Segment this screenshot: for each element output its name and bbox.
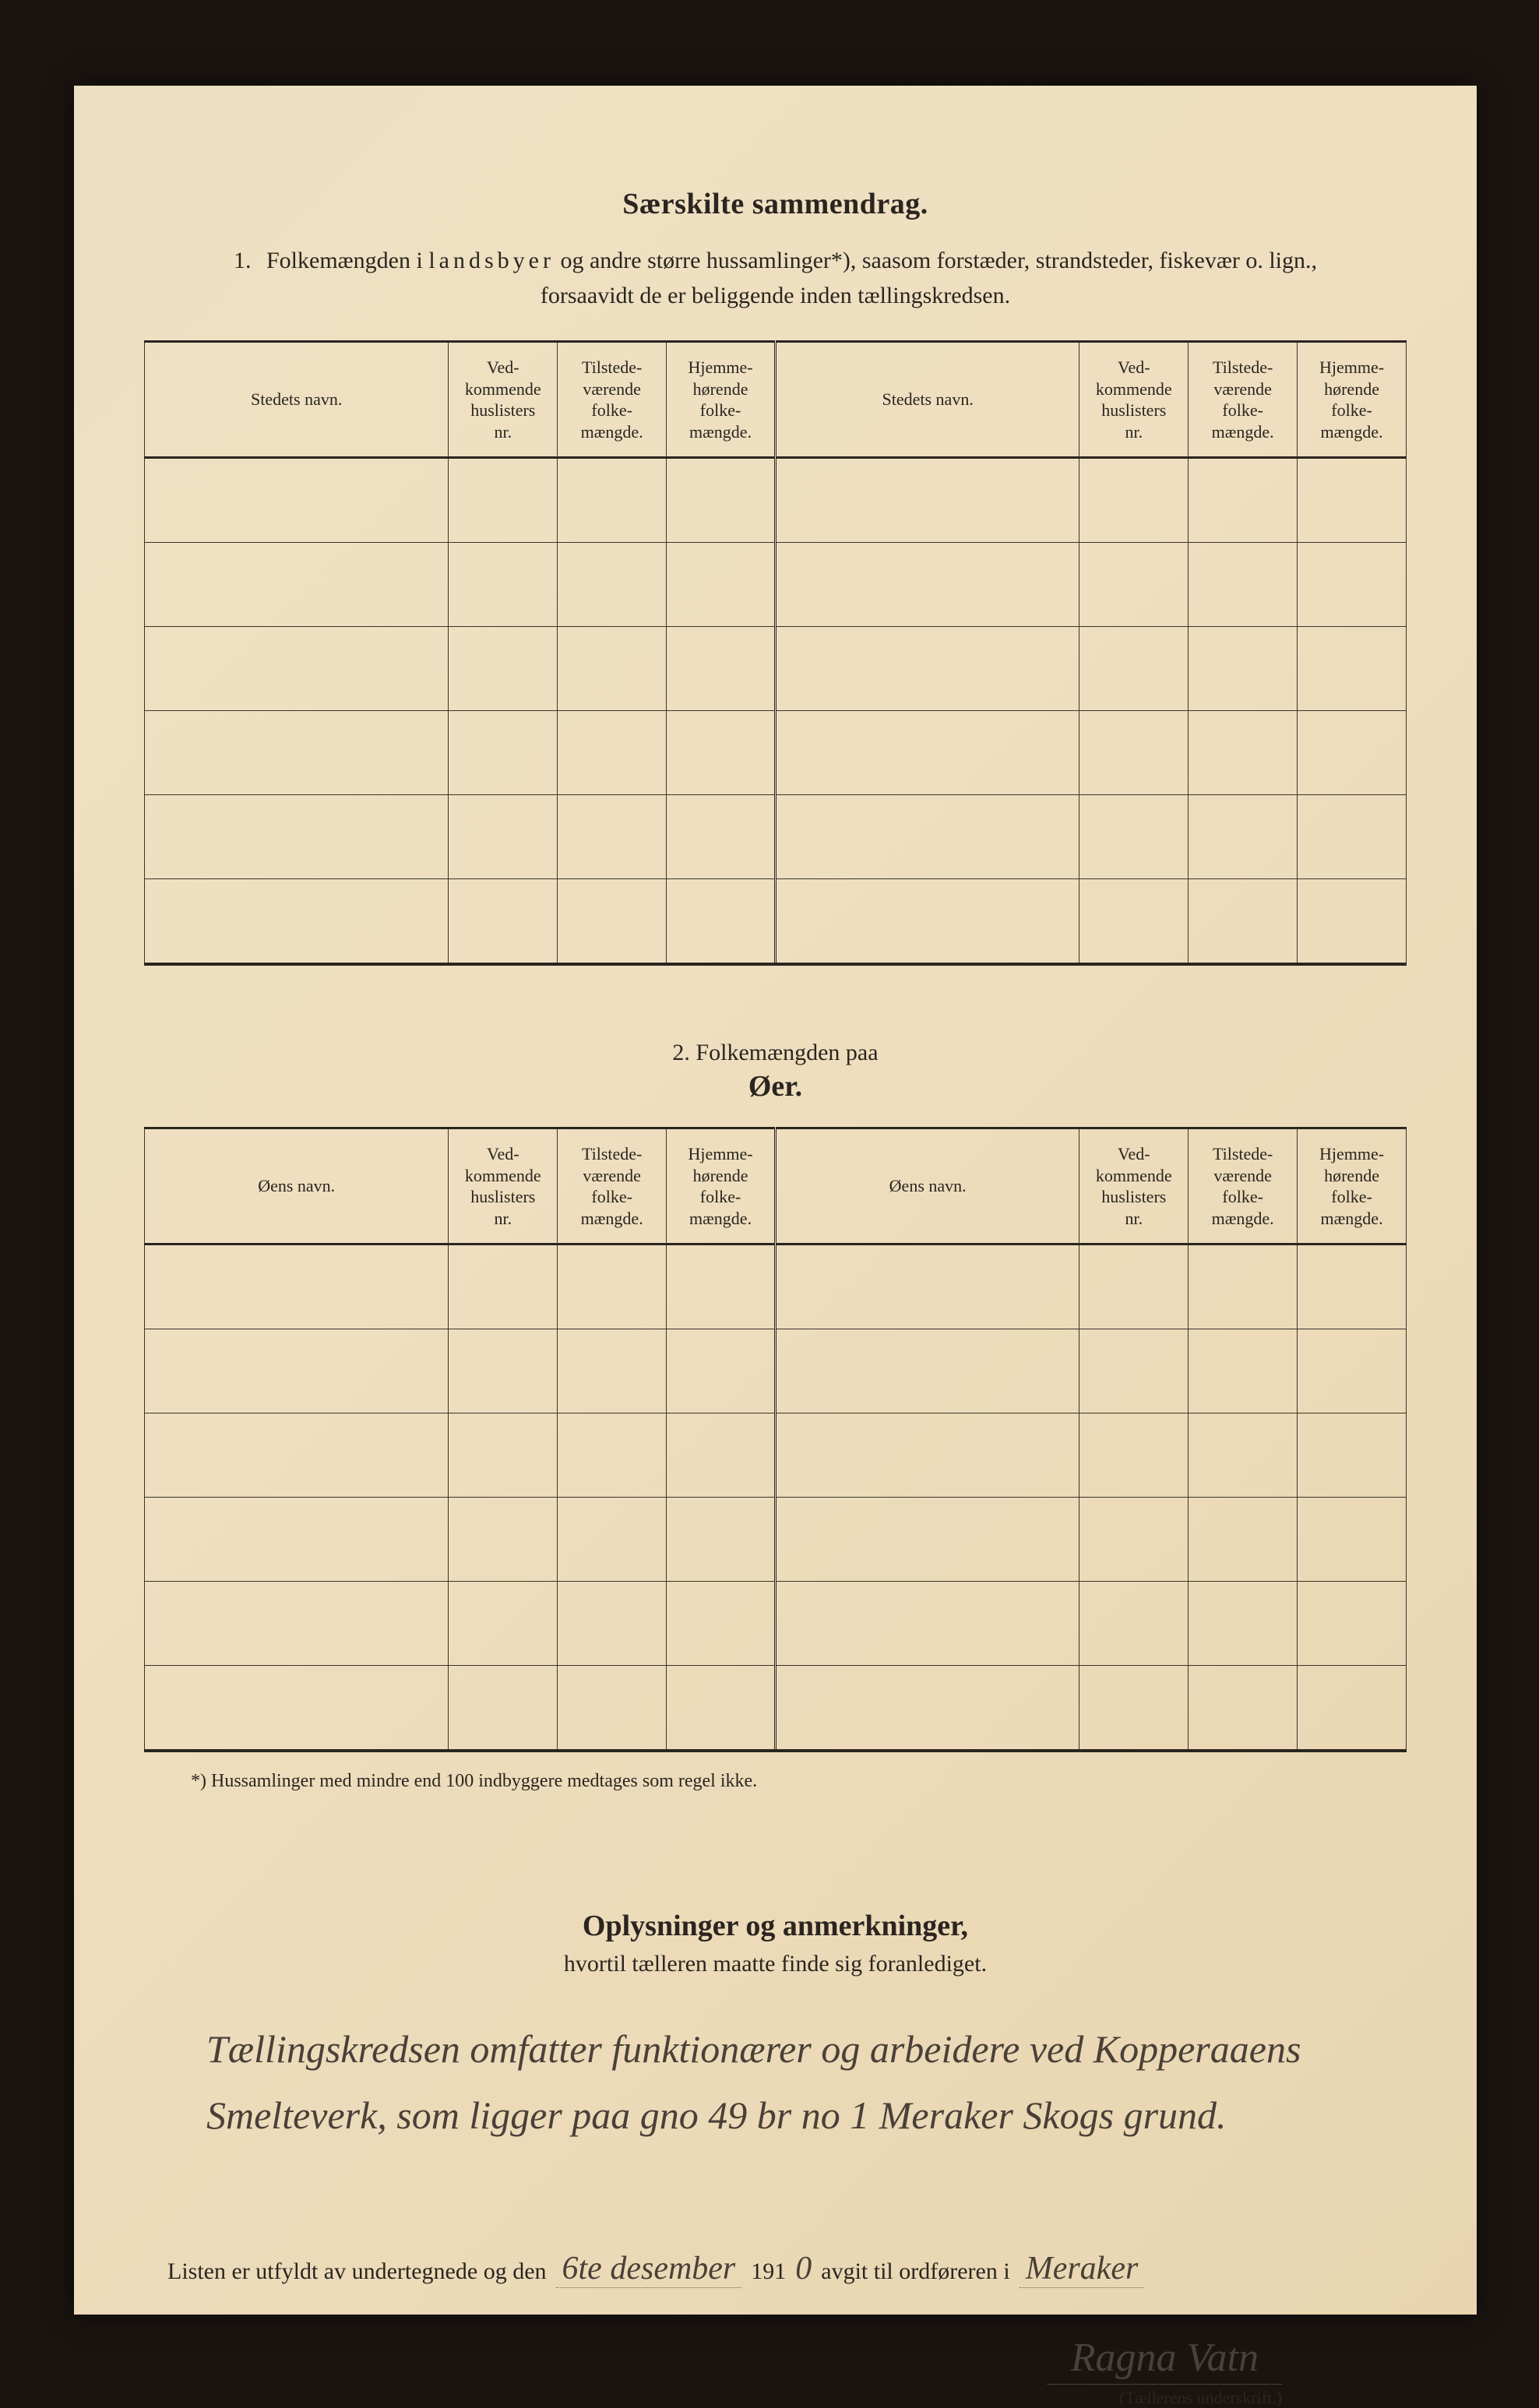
section1-text-c: og andre større hussamlinger*), saasom f…: [555, 248, 1317, 273]
th-oens-navn-l: Øens navn.: [145, 1128, 449, 1244]
sig-year-print: 191: [751, 2258, 786, 2285]
th-tilstede-l2: Tilstede- værende folke- mængde.: [558, 1128, 667, 1244]
table-row: [145, 795, 1407, 879]
section2-line1: 2. Folkemængden paa: [144, 1040, 1407, 1066]
section3-title: Oplysninger og anmerkninger,: [144, 1909, 1407, 1943]
table-row: [145, 711, 1407, 795]
th-stedets-navn-l: Stedets navn.: [145, 342, 449, 458]
section2-line2: Øer.: [144, 1069, 1407, 1104]
sig-pre1: Listen er utfyldt av undertegnede og den: [167, 2258, 547, 2285]
table-row: [145, 1498, 1407, 1582]
th-vedkommende-r2: Ved- kommende huslisters nr.: [1079, 1128, 1189, 1244]
sig-place: Meraker: [1020, 2250, 1145, 2288]
th-vedkommende-r: Ved- kommende huslisters nr.: [1079, 342, 1189, 458]
table-row: [145, 543, 1407, 627]
table2-body: [145, 1244, 1407, 1751]
table-row: [145, 458, 1407, 543]
table1-body: [145, 458, 1407, 965]
th-hjemme-r: Hjemme- hørende folke- mængde.: [1298, 342, 1407, 458]
signature-block: Ragna Vatn (Tællerens underskrift.): [144, 2335, 1407, 2408]
th-hjemme-l2: Hjemme- hørende folke- mængde.: [667, 1128, 776, 1244]
section3: Oplysninger og anmerkninger, hvortil tæl…: [144, 1909, 1407, 1977]
section1-line2: forsaavidt de er beliggende inden tællin…: [144, 283, 1407, 309]
section1-text-spaced: landsbyer: [428, 248, 555, 273]
th-stedets-navn-r: Stedets navn.: [775, 342, 1079, 458]
table-row: [145, 1244, 1407, 1329]
signature-line: Listen er utfyldt av undertegnede og den…: [144, 2250, 1407, 2288]
section1-text-a: Folkemængden i: [266, 248, 428, 273]
sig-year-hw: 0: [795, 2250, 812, 2287]
table-landsbyer: Stedets navn. Ved- kommende huslisters n…: [144, 340, 1407, 966]
section3-sub: hvortil tælleren maatte finde sig foranl…: [144, 1951, 1407, 1977]
table-row: [145, 1329, 1407, 1413]
table-oer: Øens navn. Ved- kommende huslisters nr. …: [144, 1127, 1407, 1752]
th-tilstede-r2: Tilstede- værende folke- mængde.: [1189, 1128, 1298, 1244]
main-title: Særskilte sammendrag.: [144, 187, 1407, 221]
photo-frame: Særskilte sammendrag. 1. Folkemængden i …: [0, 0, 1539, 2392]
th-tilstede-r: Tilstede- værende folke- mængde.: [1189, 342, 1298, 458]
table-row: [145, 879, 1407, 965]
signature-name: Ragna Vatn: [1048, 2335, 1282, 2385]
th-oens-navn-r: Øens navn.: [775, 1128, 1079, 1244]
table-row: [145, 627, 1407, 711]
footnote: *) Hussamlinger med mindre end 100 indby…: [191, 1771, 1407, 1792]
document-page: Særskilte sammendrag. 1. Folkemængden i …: [74, 86, 1477, 2315]
sig-date: 6te desember: [556, 2250, 742, 2288]
table-row: [145, 1413, 1407, 1498]
th-vedkommende-l: Ved- kommende huslisters nr.: [449, 342, 558, 458]
table-row: [145, 1582, 1407, 1666]
signature-label: (Tællerens underskrift.): [144, 2388, 1282, 2408]
handwritten-notes: Tællingskredsen omfatter funktionærer og…: [144, 2016, 1407, 2149]
section1-line1: 1. Folkemængden i landsbyer og andre stø…: [144, 243, 1407, 278]
th-vedkommende-l2: Ved- kommende huslisters nr.: [449, 1128, 558, 1244]
th-hjemme-l: Hjemme- hørende folke- mængde.: [667, 342, 776, 458]
th-hjemme-r2: Hjemme- hørende folke- mængde.: [1298, 1128, 1407, 1244]
section1-number: 1.: [234, 243, 252, 278]
th-tilstede-l: Tilstede- værende folke- mængde.: [558, 342, 667, 458]
sig-mid: avgit til ordføreren i: [821, 2258, 1009, 2285]
table-row: [145, 1666, 1407, 1751]
